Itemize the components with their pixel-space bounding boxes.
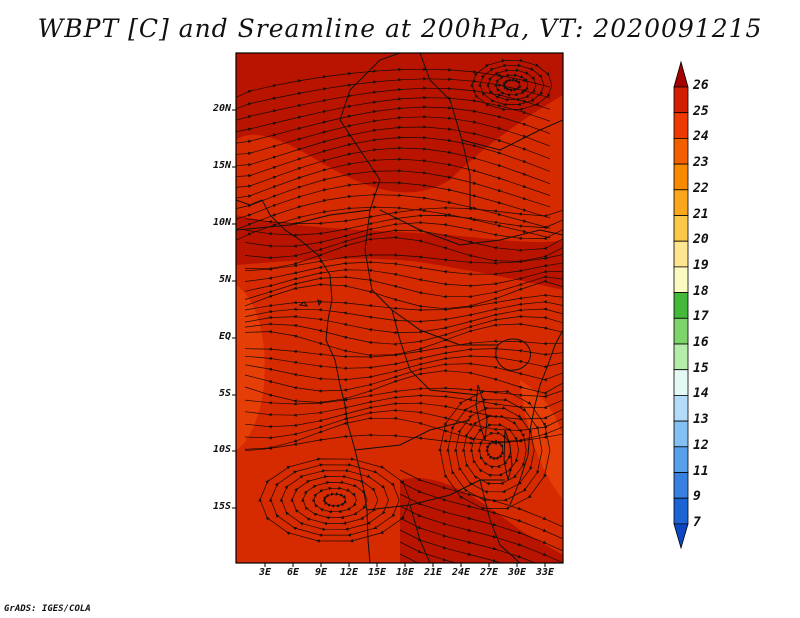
lon-label-21e: 21E (423, 567, 443, 578)
axis-ticks (232, 109, 546, 567)
colorbar-swatch (673, 137, 689, 165)
colorbar-swatch (673, 215, 689, 242)
colorbar-label-23: 23 (693, 155, 709, 171)
colorbar-label-11: 11 (693, 463, 709, 479)
lon-label-12e: 12E (339, 567, 359, 578)
colorbar-swatch (673, 446, 689, 473)
lon-label-15e: 15E (367, 567, 387, 578)
colorbar-swatch (673, 163, 689, 191)
lake-tanganyika (475, 384, 488, 441)
lat-label-5n: 5N (218, 274, 231, 285)
colorbar-label-21: 21 (693, 206, 709, 222)
lat-label-20n: 20N (212, 103, 231, 114)
colorbar-label-22: 22 (693, 180, 709, 196)
colorbar-label-9: 9 (693, 489, 701, 505)
lat-label-15s: 15S (212, 501, 231, 512)
colorbar-swatch (673, 86, 689, 114)
wbpt-field-light-west (236, 285, 265, 450)
colorbar-label-26: 26 (693, 78, 709, 93)
colorbar-label-13: 13 (693, 412, 709, 428)
lake-victoria (495, 338, 531, 371)
chart-title: WBPT [C] and Sreamline at 200hPa, VT: 20… (37, 14, 763, 43)
colorbar-max-arrow (673, 60, 689, 88)
colorbar-label-24: 24 (693, 129, 709, 145)
colorbar-label-19: 19 (693, 257, 709, 273)
gulf-islands (298, 298, 322, 307)
colorbar-swatch (673, 497, 689, 525)
lon-label-9e: 9E (314, 567, 328, 578)
colorbar-swatch (673, 420, 689, 448)
map-frame (235, 52, 564, 564)
lon-label-3e: 3E (258, 567, 272, 578)
colorbar (673, 60, 689, 550)
colorbar-swatch (673, 266, 689, 293)
lon-label-27e: 27E (479, 567, 499, 578)
colorbar-label-25: 25 (693, 103, 709, 119)
grads-credit: GrADS: IGES/COLA (4, 604, 91, 614)
lon-label-24e: 24E (451, 567, 471, 578)
streamline (399, 541, 547, 563)
colorbar-label-15: 15 (693, 360, 709, 376)
lon-label-6e: 6E (286, 567, 300, 578)
colorbar-label-7: 7 (693, 514, 701, 530)
colorbar-label-16: 16 (693, 335, 709, 350)
colorbar-swatch (673, 317, 689, 345)
lat-label-15n: 15N (212, 160, 231, 171)
colorbar-swatch (673, 189, 689, 216)
streamline (470, 58, 553, 112)
colorbar-min-arrow (673, 523, 689, 550)
coastlines-borders (236, 53, 563, 563)
colorbar-label-20: 20 (693, 232, 709, 248)
lon-label-30e: 30E (507, 567, 527, 578)
lat-label-10s: 10S (212, 444, 231, 455)
colorbar-swatch (673, 112, 689, 139)
streamline (236, 205, 551, 241)
lon-label-18e: 18E (395, 567, 415, 578)
streamline (258, 457, 411, 543)
colorbar-swatch (673, 472, 689, 499)
west-coastline (236, 199, 371, 563)
colorbar-swatch (673, 240, 689, 268)
colorbar-label-17: 17 (693, 309, 709, 325)
colorbar-swatch (673, 292, 689, 319)
lake-malawi (503, 429, 513, 481)
colorbar-label-18: 18 (693, 283, 709, 299)
colorbar-label-14: 14 (693, 386, 709, 402)
country-borders (236, 53, 563, 563)
colorbar-swatch (673, 394, 689, 422)
lon-label-33e: 33E (535, 567, 555, 578)
colorbar-swatch (673, 369, 689, 396)
streamlines (236, 58, 563, 563)
lat-label-10n: 10N (212, 217, 231, 228)
lat-label-eq: EQ (218, 331, 231, 342)
colorbar-label-12: 12 (693, 437, 709, 453)
lat-label-5s: 5S (218, 388, 231, 399)
east-coast (509, 329, 563, 506)
colorbar-swatch (673, 343, 689, 371)
